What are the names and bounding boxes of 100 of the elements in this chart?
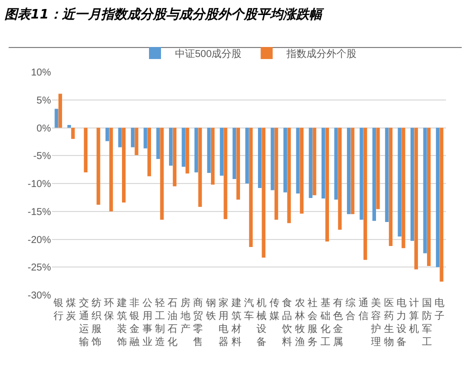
x-tick-label: 电子 (434, 297, 445, 322)
bar (147, 128, 152, 176)
x-tick-label: 综合 (346, 297, 356, 322)
x-tick-label: 汽车 (244, 297, 254, 322)
x-tick-label: 纺织服饰 (90, 297, 102, 348)
bar (134, 128, 138, 156)
bar (436, 128, 440, 268)
bar (172, 128, 176, 186)
bar (182, 128, 186, 167)
y-tick-label: 0% (36, 123, 52, 134)
bar (194, 128, 198, 172)
y-tick-label: 10% (30, 68, 52, 78)
x-tick-label: 计算机 (409, 297, 420, 335)
bar (130, 128, 135, 148)
x-tick-label: 家用电器 (218, 297, 229, 348)
x-tick-label: 医药生物 (384, 298, 394, 348)
x-tick-label: 非银金融 (128, 297, 140, 348)
bar (169, 128, 173, 166)
x-tick-label: 电力设备 (396, 297, 407, 348)
x-tick-label: 传媒 (269, 298, 280, 322)
bar (96, 128, 100, 205)
bar (376, 128, 380, 210)
bar (398, 128, 402, 236)
x-tick-label: 国防军工 (422, 298, 432, 348)
x-tick-label: 交通运输 (78, 297, 89, 348)
bar (346, 128, 351, 214)
bar (249, 128, 253, 248)
bar (363, 128, 368, 260)
bar (388, 128, 393, 246)
bar (160, 128, 164, 220)
bar (325, 128, 329, 242)
bar (232, 128, 236, 180)
x-tick-label: 煤炭 (66, 297, 76, 322)
bar (372, 128, 376, 221)
x-tick-label: 银行 (52, 298, 64, 322)
bar (186, 128, 190, 174)
bar (198, 128, 202, 207)
x-tick-label: 农林牧渔 (294, 298, 305, 348)
bar (210, 128, 215, 185)
bar (207, 128, 211, 173)
x-tick-label: 机械设备 (256, 297, 267, 348)
bar (54, 108, 58, 128)
x-tick-label: 建筑装饰 (116, 297, 127, 348)
x-tick-label: 钢铁 (204, 298, 216, 322)
y-tick-label: -30% (28, 290, 52, 302)
x-tick-label: 有色金属 (332, 297, 343, 348)
y-tick-label: -5% (33, 151, 52, 162)
x-tick-label: 石油石化 (168, 298, 178, 348)
bar (338, 128, 342, 230)
bar (414, 128, 418, 270)
bar (427, 128, 431, 266)
bar (156, 128, 160, 159)
bar (312, 128, 316, 196)
x-tick-label: 公用事业 (142, 297, 152, 348)
bar (109, 128, 113, 212)
bar (220, 128, 224, 176)
bar (258, 128, 262, 188)
bar (224, 128, 228, 220)
x-tick-label: 通信 (358, 297, 368, 322)
legend-label: 中证500成分股 (175, 48, 242, 60)
chart-title: 图表11：近一月指数成分股与成分股外个股平均涨跌幅 (4, 6, 325, 22)
bar (350, 128, 354, 214)
bar (300, 128, 304, 214)
x-tick-label: 基础化工 (319, 297, 330, 348)
bar (287, 128, 291, 224)
bar (423, 128, 427, 254)
bar (385, 128, 389, 222)
x-tick-label: 美容护理 (370, 297, 382, 348)
y-tick-label: 5% (36, 95, 52, 106)
bar (58, 94, 62, 128)
bar (122, 128, 126, 202)
y-tick-label: -25% (28, 262, 52, 274)
bar (274, 128, 278, 220)
x-tick-label: 房地产 (179, 297, 190, 335)
x-tick-label: 商贸零售 (193, 297, 204, 348)
bar (440, 128, 444, 282)
y-tick-label: -20% (28, 234, 52, 246)
bar (270, 128, 274, 190)
bar (84, 128, 88, 172)
bar (245, 128, 249, 184)
bar (308, 128, 312, 198)
bar (322, 128, 326, 199)
bar (296, 128, 300, 194)
bar (67, 124, 71, 128)
bar (144, 128, 148, 148)
bar (360, 128, 364, 220)
bar (71, 128, 75, 139)
x-tick-label: 建筑材料 (230, 297, 242, 348)
bar (262, 128, 266, 258)
bar (236, 128, 240, 200)
y-tick-label: -10% (28, 179, 52, 190)
legend-label: 指数成分外个股 (286, 48, 357, 60)
bar (334, 128, 338, 200)
y-tick-label: -15% (28, 206, 52, 218)
x-tick-label: 食品饮料 (281, 297, 292, 348)
bar (105, 128, 110, 142)
bar (118, 128, 122, 148)
bar (410, 128, 414, 241)
bar (283, 128, 288, 192)
bar (402, 128, 406, 248)
